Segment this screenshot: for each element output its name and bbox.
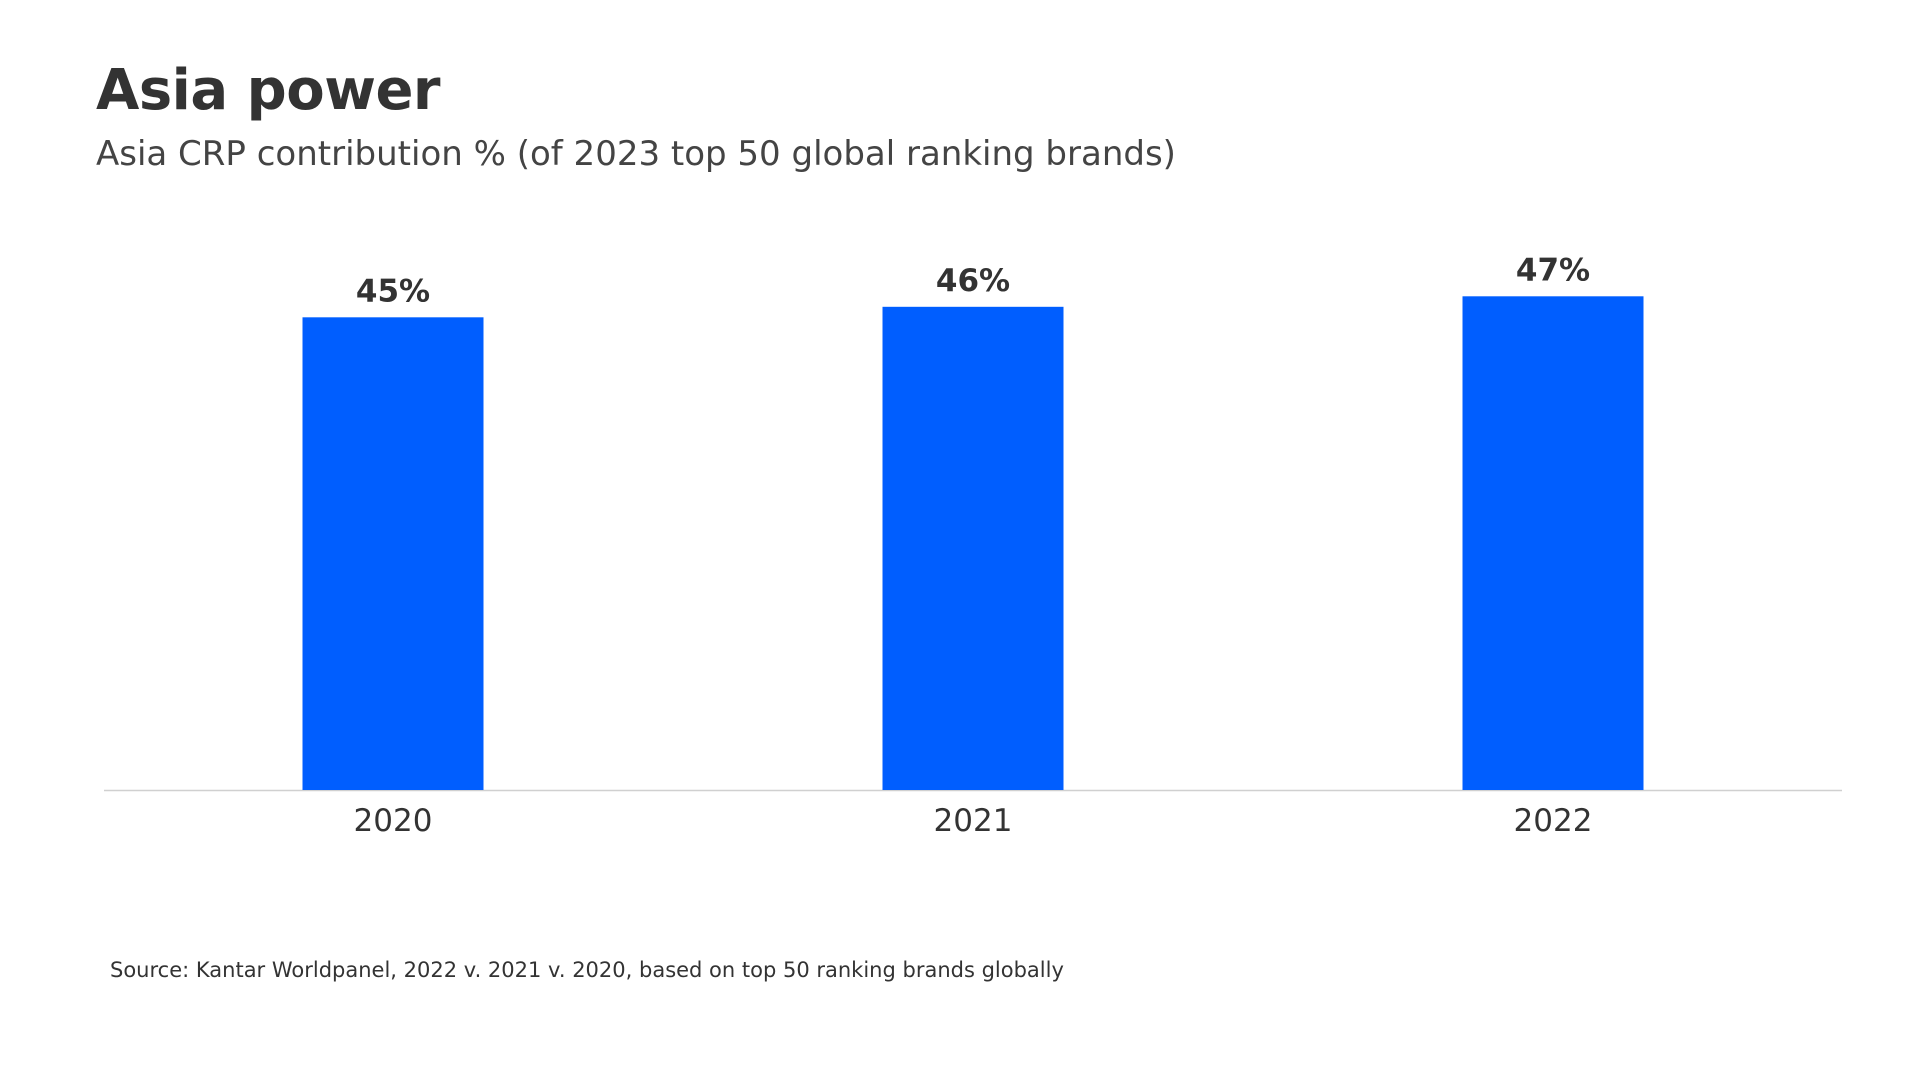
chart-title: Asia power	[96, 58, 441, 123]
bar-2022	[1462, 296, 1644, 790]
data-label-2021: 46%	[936, 263, 1010, 299]
chart-subtitle: Asia CRP contribution % (of 2023 top 50 …	[96, 134, 1176, 174]
bar-2020	[302, 317, 484, 790]
source-note: Source: Kantar Worldpanel, 2022 v. 2021 …	[110, 958, 1064, 982]
x-tick-label-2020: 2020	[354, 803, 433, 839]
data-label-2020: 45%	[356, 273, 430, 309]
data-label-2022: 47%	[1516, 252, 1590, 288]
bar-2021	[882, 306, 1064, 790]
x-tick-label-2022: 2022	[1514, 803, 1593, 839]
x-tick-label-2021: 2021	[934, 803, 1013, 839]
